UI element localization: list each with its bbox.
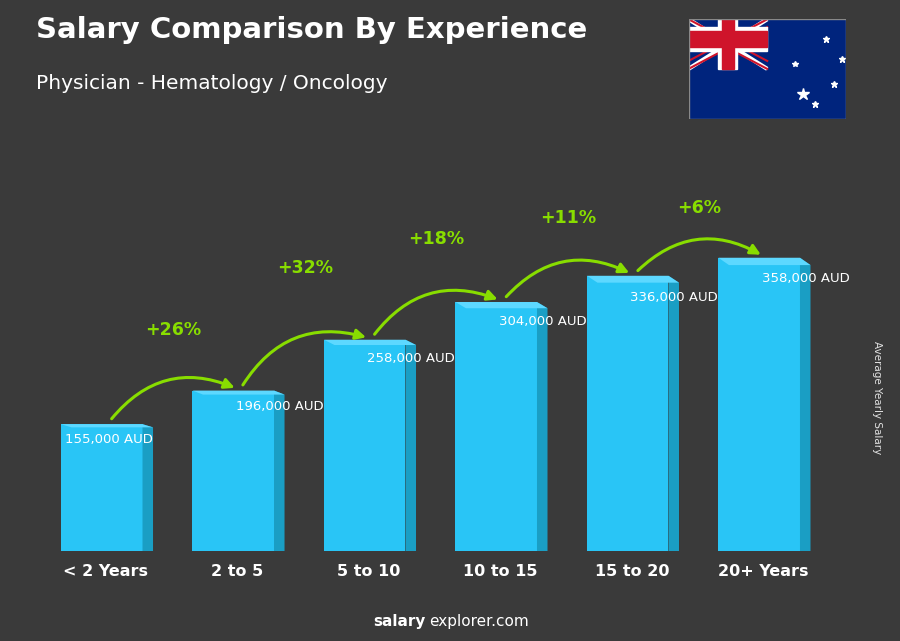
Bar	[718, 19, 737, 69]
Text: +18%: +18%	[409, 230, 464, 248]
Polygon shape	[142, 424, 153, 551]
FancyBboxPatch shape	[455, 302, 537, 551]
Text: 258,000 AUD: 258,000 AUD	[367, 353, 455, 365]
Text: +32%: +32%	[277, 260, 333, 278]
Text: 20+ Years: 20+ Years	[718, 564, 808, 579]
Text: 336,000 AUD: 336,000 AUD	[630, 291, 718, 304]
Text: 15 to 20: 15 to 20	[595, 564, 669, 579]
Text: salary: salary	[374, 615, 426, 629]
Polygon shape	[324, 340, 416, 345]
Text: +6%: +6%	[678, 199, 722, 217]
Text: 5 to 10: 5 to 10	[338, 564, 400, 579]
Text: +26%: +26%	[146, 321, 202, 339]
Text: 10 to 15: 10 to 15	[464, 564, 537, 579]
FancyBboxPatch shape	[324, 340, 406, 551]
Text: 358,000 AUD: 358,000 AUD	[761, 272, 850, 285]
FancyBboxPatch shape	[718, 258, 800, 551]
Polygon shape	[800, 258, 811, 551]
FancyBboxPatch shape	[193, 390, 274, 551]
Polygon shape	[669, 276, 679, 551]
Bar	[722, 19, 734, 69]
Text: 304,000 AUD: 304,000 AUD	[499, 315, 587, 328]
Text: +11%: +11%	[540, 208, 596, 226]
Text: 2 to 5: 2 to 5	[212, 564, 264, 579]
Text: < 2 Years: < 2 Years	[63, 564, 148, 579]
FancyBboxPatch shape	[61, 424, 142, 551]
Polygon shape	[718, 258, 811, 265]
Polygon shape	[406, 340, 416, 551]
Bar	[688, 27, 767, 51]
Text: Salary Comparison By Experience: Salary Comparison By Experience	[36, 16, 587, 44]
Text: 155,000 AUD: 155,000 AUD	[65, 433, 153, 446]
Text: Average Yearly Salary: Average Yearly Salary	[872, 341, 883, 454]
Text: explorer.com: explorer.com	[429, 615, 529, 629]
Polygon shape	[61, 424, 153, 428]
Polygon shape	[537, 302, 547, 551]
Polygon shape	[455, 302, 547, 308]
FancyBboxPatch shape	[587, 276, 669, 551]
Bar	[688, 31, 767, 47]
Polygon shape	[587, 276, 679, 283]
Text: Physician - Hematology / Oncology: Physician - Hematology / Oncology	[36, 74, 388, 93]
Polygon shape	[274, 390, 284, 551]
Text: 196,000 AUD: 196,000 AUD	[236, 400, 323, 413]
Polygon shape	[193, 390, 284, 395]
